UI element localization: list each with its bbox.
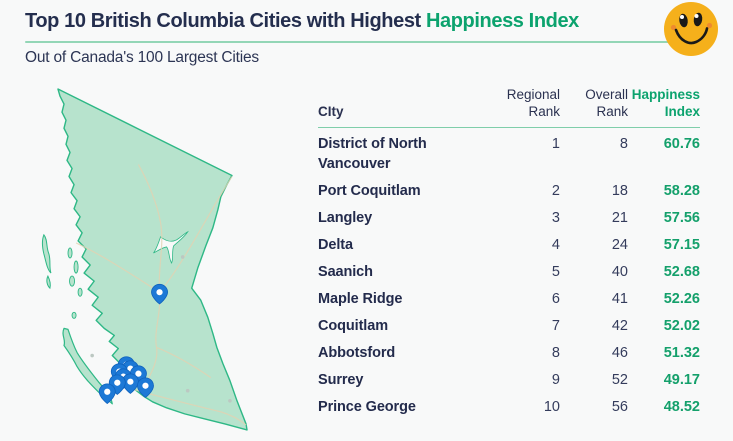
overall-rank-cell: 52 [611,372,628,388]
table-row: Surrey 9 52 49.17 [318,367,700,394]
haida-gwaii-shape [41,233,52,274]
city-cell: Coquitlam [318,318,388,334]
british-columbia-map [22,84,282,436]
haida-gwaii-south-shape [46,274,51,290]
col-header-regional-rank: Regional Rank [506,87,560,119]
city-cell: Prince George [318,399,416,415]
regional-rank-cell: 2 [551,183,560,199]
page-title: Top 10 British Columbia Cities with High… [25,10,579,33]
map-pin[interactable] [137,377,154,398]
title-highlight: Happiness Index [425,10,579,32]
map-pin[interactable] [151,283,168,305]
table-row: Maple Ridge 6 41 52.26 [318,286,700,313]
map-pins [98,283,168,405]
overall-rank-cell: 46 [611,345,628,361]
bc-map-svg [41,88,248,431]
smiley-face-icon [664,2,718,56]
table-row: Prince George 10 56 48.52 [318,394,700,421]
city-cell: Langley [318,210,373,226]
table-row: District of North Vancouver 1 8 60.76 [318,128,700,178]
happiness-index-cell: 60.76 [663,136,700,152]
city-cell: Surrey [318,372,364,388]
table-row: Langley 3 21 57.56 [318,205,700,232]
table-row: Delta 4 24 57.15 [318,232,700,259]
city-cell: Port Coquitlam [318,183,421,199]
town-dots [90,255,232,403]
page-subtitle: Out of Canada's 100 Largest Cities [25,49,259,66]
regional-rank-cell: 5 [551,264,560,280]
map-pin[interactable] [98,383,116,405]
regional-rank-cell: 4 [551,237,560,253]
city-cell: District of North Vancouver [318,136,427,172]
overall-rank-cell: 40 [611,264,628,280]
bc-mainland-shape [57,88,248,431]
happiness-index-cell: 52.02 [663,318,700,334]
overall-rank-cell: 18 [611,183,628,199]
col-header-city: CIty [318,104,344,119]
regional-rank-cell: 8 [551,345,560,361]
col-header-happiness-index: Happiness Index [631,87,700,119]
map-pin[interactable] [121,373,139,394]
happiness-index-cell: 52.68 [663,264,700,280]
regional-rank-cell: 10 [543,399,560,415]
happiness-index-cell: 52.26 [663,291,700,307]
table-row: Coquitlam 7 42 52.02 [318,313,700,340]
happiness-index-cell: 51.32 [663,345,700,361]
city-cell: Delta [318,237,353,253]
overall-rank-cell: 8 [619,136,628,152]
table-header-row: CIty Regional Rank Overall Rank Happines… [318,86,700,128]
title-divider [25,41,686,43]
table-row: Saanich 5 40 52.68 [318,259,700,286]
table-row: Abbotsford 8 46 51.32 [318,340,700,367]
happiness-index-cell: 49.17 [663,372,700,388]
regional-rank-cell: 3 [551,210,560,226]
happiness-index-cell: 57.15 [663,237,700,253]
happiness-index-cell: 57.56 [663,210,700,226]
overall-rank-cell: 42 [611,318,628,334]
happiness-index-cell: 48.52 [663,399,700,415]
coastal-islands [67,247,83,319]
city-cell: Saanich [318,264,373,280]
city-cell: Abbotsford [318,345,396,361]
col-header-overall-rank: Overall Rank [585,87,628,119]
regional-rank-cell: 1 [551,136,560,152]
overall-rank-cell: 41 [611,291,628,307]
overall-rank-cell: 21 [611,210,628,226]
happiness-rank-table: CIty Regional Rank Overall Rank Happines… [318,86,700,421]
table-row: Port Coquitlam 2 18 58.28 [318,178,700,205]
regional-rank-cell: 6 [551,291,560,307]
overall-rank-cell: 24 [611,237,628,253]
regional-rank-cell: 9 [551,372,560,388]
table-body: District of North Vancouver 1 8 60.76 Port C… [318,128,700,421]
city-cell: Maple Ridge [318,291,403,307]
overall-rank-cell: 56 [611,399,628,415]
title-text: Top 10 British Columbia Cities with High… [25,10,426,32]
regional-rank-cell: 7 [551,318,560,334]
happiness-index-cell: 58.28 [663,183,700,199]
